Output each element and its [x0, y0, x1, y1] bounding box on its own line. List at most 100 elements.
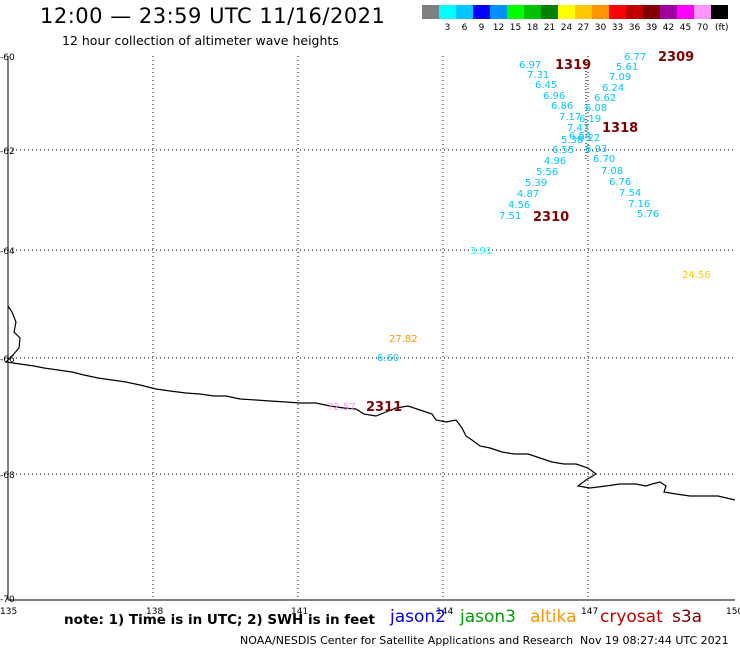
legend-swatch-label: 9: [478, 23, 485, 33]
legend-swatch: 33: [609, 5, 626, 33]
legend-swatch: 12: [490, 5, 507, 33]
legend-swatch: 3: [439, 5, 456, 33]
legend-swatch-label: 39: [645, 23, 658, 33]
legend-swatch: 15: [507, 5, 524, 33]
credit-line: NOAA/NESDIS Center for Satellite Applica…: [240, 634, 574, 647]
legend-swatch: 70: [694, 5, 711, 33]
legend-swatch-label: 42: [662, 23, 675, 33]
lat-label-62: -62: [0, 147, 15, 157]
wave-height-label: 6.54: [569, 131, 591, 142]
pass-time-label: 1319: [555, 58, 591, 73]
legend-swatch: 6: [456, 5, 473, 33]
wave-height-label: 7.31: [527, 70, 549, 81]
satellite-name: jason3: [460, 607, 516, 627]
footnote: note: 1) Time is in UTC; 2) SWH is in fe…: [64, 612, 375, 628]
lat-label-60: -60: [0, 53, 15, 63]
legend-unit: (ft): [715, 23, 729, 33]
legend-swatch: [422, 5, 439, 19]
legend-swatch: 21: [541, 5, 558, 33]
lon-label-141: 141: [291, 607, 308, 617]
legend-swatch-label: 21: [543, 23, 556, 33]
generation-timestamp: Nov 19 08:27:44 UTC 2021: [580, 634, 729, 647]
satellite-name: cryosat: [600, 607, 663, 627]
wave-height-label: 6.22: [578, 133, 600, 144]
legend-swatch-label: 6: [461, 23, 468, 33]
pass-time-label: 2311: [366, 400, 402, 415]
legend-swatch-label: 18: [526, 23, 539, 33]
legend-swatch: 9: [473, 5, 490, 33]
legend-swatch-label: 45: [679, 23, 692, 33]
wave-height-labels: 6.775.617.096.246.626.086.19 6.977.316.45…: [327, 52, 711, 413]
lon-label-138: 138: [146, 607, 163, 617]
wave-height-label: 6.62: [594, 93, 616, 104]
legend-swatch-label: 24: [560, 23, 573, 33]
wave-height-label: 24.56: [682, 270, 711, 281]
lon-label-144: 144: [436, 607, 453, 617]
wave-height-label: 6.08: [585, 103, 607, 114]
legend-swatch: 36: [626, 5, 643, 33]
color-legend: 3 6 9 12 15 18 21 24 27 30 33 36 39 42 45 70 (ft): [422, 5, 729, 33]
wave-height-label: 27.82: [389, 334, 418, 345]
satellite-name: s3a: [672, 607, 703, 627]
pass-time-labels: 1319 2309 1318 2310 2311: [366, 50, 694, 415]
wave-height-label: 5.56: [536, 167, 558, 178]
lat-label-64: -64: [0, 247, 15, 257]
lat-label-68: -68: [0, 471, 15, 481]
wave-height-label: 6.86: [551, 101, 573, 112]
legend-swatch: 27: [575, 5, 592, 33]
wave-height-label: 6.45: [535, 80, 557, 91]
wave-height-label: 6.93: [585, 144, 607, 155]
legend-swatch: [711, 5, 728, 19]
legend-swatch: 18: [524, 5, 541, 33]
pass-time-label: 2310: [533, 210, 569, 225]
wave-height-label: 7.17: [559, 112, 581, 123]
wave-height-label: 5.76: [637, 209, 659, 220]
legend-swatch-label: 33: [611, 23, 624, 33]
pass-time-label: 1318: [602, 121, 638, 136]
wave-height-label: 6.96: [543, 91, 565, 102]
wave-height-label: 7.51: [499, 211, 521, 222]
lon-label-150: 150: [726, 607, 740, 617]
legend-swatch-label: 30: [594, 23, 607, 33]
legend-swatch: 30: [592, 5, 609, 33]
chart-subtitle: 12 hour collection of altimeter wave hei…: [62, 33, 339, 48]
wave-height-label: 6.70: [593, 154, 615, 165]
graticule: [8, 56, 735, 600]
chart-title: 12:00 — 23:59 UTC 11/16/2021: [40, 4, 386, 28]
wave-height-label: 6.24: [602, 83, 624, 94]
wave-height-label: 3.91: [470, 246, 492, 257]
wave-height-label: 4.96: [544, 156, 566, 167]
wave-height-label: 7.08: [601, 166, 623, 177]
wave-height-label: 6.60: [377, 353, 399, 364]
wave-height-label: 5.61: [616, 62, 638, 73]
legend-swatch: 24: [558, 5, 575, 33]
legend-swatch: 42: [660, 5, 677, 33]
lat-label-70: -70: [0, 595, 15, 605]
wave-height-label: 7.54: [619, 188, 641, 199]
legend-swatch: 39: [643, 5, 660, 33]
wave-height-label: 7.43: [567, 123, 589, 134]
wave-height-label: 6.55: [552, 145, 574, 156]
wave-height-label: 6.97: [519, 60, 541, 71]
wave-height-label: 4.56: [508, 200, 530, 211]
wave-height-label: 5.39: [525, 178, 547, 189]
legend-swatch-label: 15: [509, 23, 522, 33]
legend-swatch-label: 3: [444, 23, 451, 33]
legend-swatch: 45: [677, 5, 694, 33]
wave-height-label: 5.38: [561, 135, 583, 146]
wave-height-label: 6.76: [609, 177, 631, 188]
wave-height-label: 7.16: [628, 199, 650, 210]
legend-swatch-label: 36: [628, 23, 641, 33]
wave-height-label: 6.77: [624, 52, 646, 63]
wave-height-label: 7.09: [609, 72, 631, 83]
lon-label-135: 135: [0, 607, 17, 617]
antarctic-coastline: [4, 305, 736, 501]
legend-swatch-label: 27: [577, 23, 590, 33]
pass-time-label: 2309: [658, 50, 694, 65]
legend-swatch-label: 70: [696, 23, 709, 33]
lon-label-147: 147: [581, 607, 598, 617]
satellite-name: jason2: [390, 607, 446, 627]
satellite-name: altika: [530, 607, 577, 627]
legend-swatch-label: 12: [492, 23, 505, 33]
